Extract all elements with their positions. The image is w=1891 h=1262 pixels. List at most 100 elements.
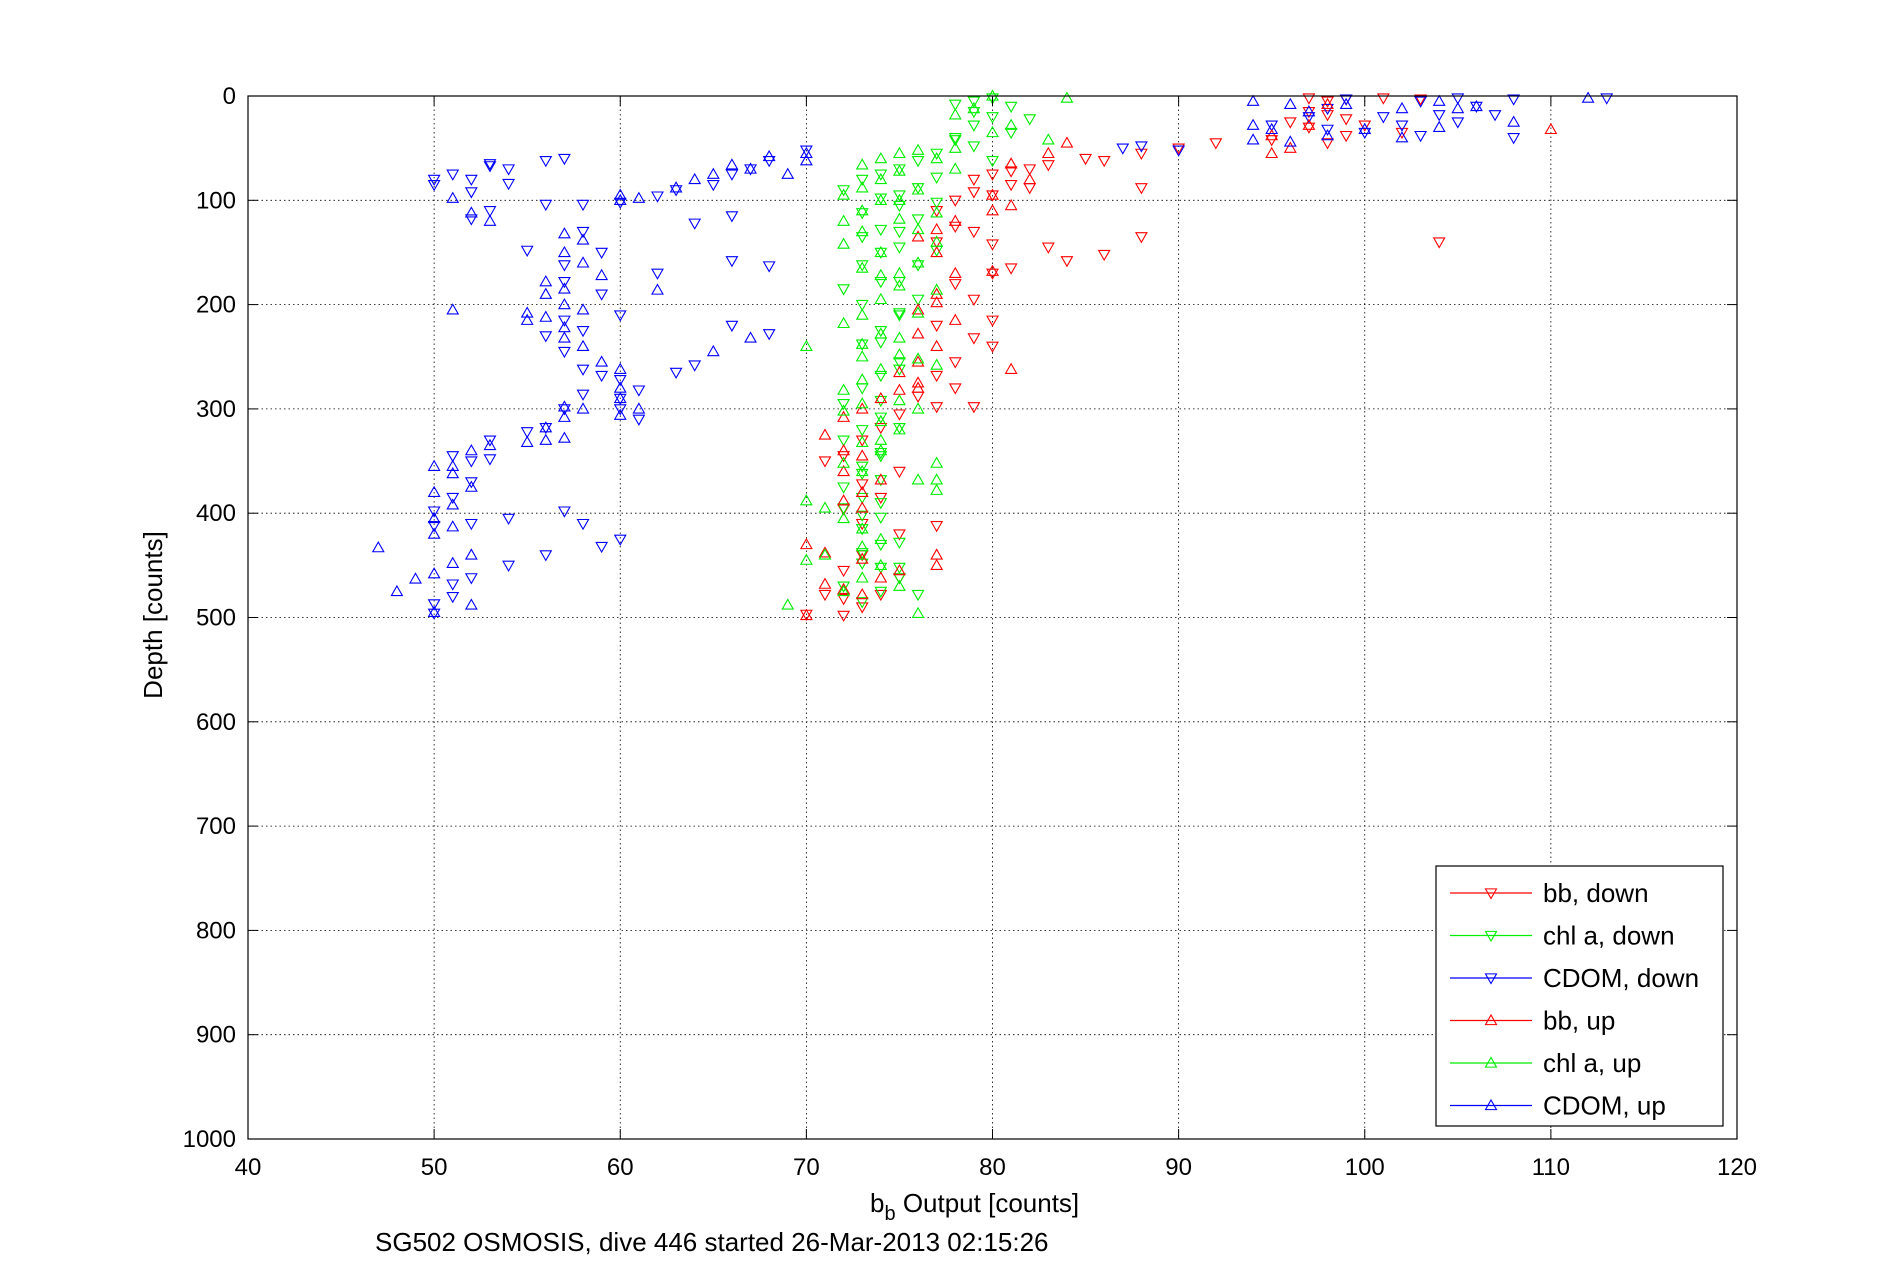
data-point: [613, 310, 627, 322]
data-point: [930, 197, 944, 209]
data-point: [930, 222, 944, 235]
data-point: [892, 190, 906, 202]
data-point: [911, 303, 925, 315]
data-point: [837, 565, 851, 578]
data-point: [799, 145, 813, 157]
data-point: [818, 577, 832, 589]
data-point: [1004, 198, 1018, 211]
data-point: [911, 183, 925, 195]
data-point: [799, 154, 813, 166]
data-point: [855, 449, 869, 461]
legend-label: chl a, up: [1543, 1048, 1641, 1078]
data-point: [855, 468, 869, 481]
y-tick-label: 300: [196, 396, 236, 423]
data-point: [520, 306, 534, 318]
data-point: [892, 563, 906, 576]
data-point: [632, 402, 646, 414]
data-point: [651, 191, 664, 203]
data-point: [986, 315, 999, 327]
x-tick-label: 60: [607, 1154, 634, 1181]
legend-label: bb, down: [1543, 878, 1649, 908]
data-point: [930, 339, 944, 351]
data-point: [613, 393, 627, 406]
data-point: [595, 541, 609, 554]
data-point: [837, 594, 851, 606]
data-point: [576, 303, 590, 315]
data-point: [855, 522, 869, 534]
data-point: [911, 589, 925, 602]
x-tick-labels: 40 50 60 70 80 90 100 110 120: [235, 1154, 1757, 1181]
data-point: [874, 586, 888, 599]
data-point: [1432, 120, 1446, 132]
legend-label: bb, up: [1543, 1006, 1615, 1036]
data-point: [1339, 130, 1353, 143]
data-point: [930, 456, 944, 468]
x-tick-label: 110: [1532, 1154, 1570, 1181]
data-point: [1209, 138, 1223, 150]
series-chl-a-down: [837, 93, 1037, 609]
data-point: [613, 197, 627, 209]
data-point: [464, 518, 478, 531]
data-point: [1600, 93, 1614, 105]
data-point: [483, 159, 497, 171]
data-point: [1060, 91, 1074, 103]
data-point: [483, 454, 497, 466]
data-point: [892, 393, 906, 406]
data-point: [613, 188, 627, 200]
data-point: [1358, 122, 1372, 135]
data-point: [464, 480, 478, 492]
data-point: [874, 589, 888, 602]
data-point: [1265, 122, 1279, 135]
data-point: [855, 339, 869, 351]
data-point: [427, 567, 441, 579]
legend-marker: [1484, 930, 1498, 943]
data-point: [1395, 120, 1409, 132]
data-point: [576, 364, 590, 376]
data-point: [1041, 146, 1055, 159]
data-point: [1004, 101, 1018, 114]
data-point: [948, 108, 962, 120]
data-point: [669, 185, 683, 197]
data-point: [464, 174, 478, 187]
data-point: [1172, 143, 1186, 155]
data-point: [744, 162, 757, 174]
data-point: [874, 451, 888, 463]
data-point: [539, 433, 553, 445]
data-point: [576, 339, 590, 351]
data-point: [1451, 101, 1465, 114]
data-point: [837, 511, 851, 524]
data-point: [948, 357, 962, 369]
data-point: [595, 247, 609, 260]
data-point: [930, 483, 944, 495]
data-point: [1134, 148, 1148, 160]
data-point: [874, 327, 888, 339]
data-point: [837, 482, 851, 494]
data-point: [874, 151, 888, 164]
data-point: [855, 558, 869, 570]
data-point: [688, 360, 702, 372]
data-point: [557, 431, 571, 443]
data-point: [874, 247, 888, 260]
data-point: [967, 96, 981, 108]
data-point: [911, 230, 925, 242]
data-point: [799, 146, 813, 159]
data-point: [874, 268, 888, 281]
data-point: [874, 512, 888, 524]
legend-label: chl a, down: [1543, 921, 1675, 951]
data-point: [818, 456, 832, 468]
data-point: [911, 294, 925, 306]
data-point: [706, 179, 720, 192]
data-point: [1023, 114, 1037, 126]
data-point: [576, 256, 590, 268]
data-point: [1116, 143, 1130, 155]
y-tick-label: 500: [196, 605, 236, 632]
data-point: [1134, 183, 1148, 195]
data-point: [948, 133, 962, 145]
data-point: [576, 325, 590, 338]
data-point: [892, 266, 906, 278]
data-point: [706, 167, 720, 179]
data-point: [464, 206, 478, 218]
data-point: [1097, 155, 1111, 168]
data-point: [595, 289, 609, 301]
data-point: [427, 485, 441, 498]
